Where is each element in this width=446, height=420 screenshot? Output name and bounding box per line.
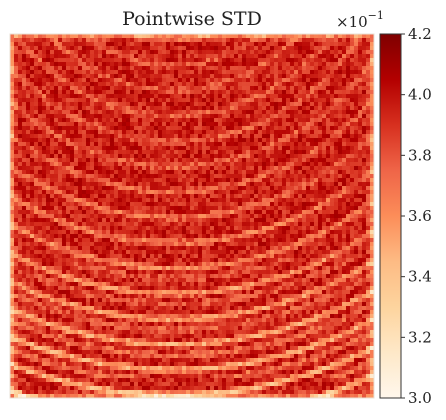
colorbar-tick-label: 3.6 [408, 207, 432, 225]
colorbar-bar [379, 33, 402, 399]
heatmap-image [10, 34, 374, 398]
colorbar-multiplier: ×10−1 [336, 9, 384, 31]
colorbar-multiplier-exponent: −1 [368, 9, 384, 22]
heatmap-frame [9, 33, 375, 399]
colorbar-tick-label: 3.0 [408, 389, 432, 407]
colorbar-tick-label: 4.2 [408, 25, 432, 43]
colorbar-tick-label: 4.0 [408, 86, 432, 104]
colorbar-tick-label: 3.8 [408, 146, 432, 164]
colorbar-tick-label: 3.2 [408, 328, 432, 346]
chart-title: Pointwise STD [122, 8, 262, 30]
colorbar-multiplier-base: ×10 [336, 13, 368, 31]
colorbar-ticks: 3.0 3.2 3.4 3.6 3.8 4.0 4.2 [401, 25, 432, 407]
colorbar: 3.0 3.2 3.4 3.6 3.8 4.0 4.2 ×10−1 [336, 9, 432, 407]
colorbar-tick-label: 3.4 [408, 268, 432, 286]
